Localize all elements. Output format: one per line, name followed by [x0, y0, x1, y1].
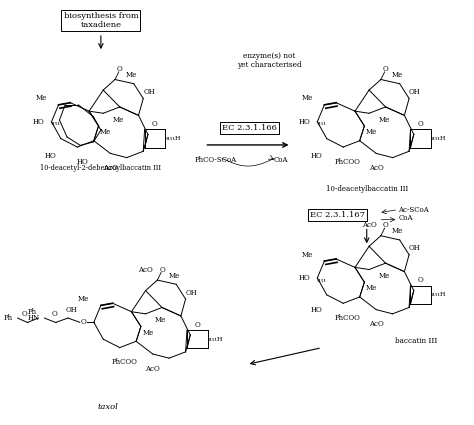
Text: Me: Me: [379, 116, 390, 124]
Text: Me: Me: [36, 94, 47, 102]
Text: Me: Me: [301, 251, 313, 259]
Text: biosynthesis from
taxadiene: biosynthesis from taxadiene: [64, 12, 138, 29]
Text: O: O: [159, 266, 165, 274]
Text: ιιιι: ιιιι: [51, 121, 61, 126]
Text: O: O: [21, 310, 27, 318]
Text: PhCOO: PhCOO: [335, 314, 361, 322]
Text: OH: OH: [409, 244, 421, 252]
Text: O: O: [52, 310, 58, 318]
Text: CoA: CoA: [273, 156, 288, 164]
Text: AcO: AcO: [138, 266, 153, 274]
Text: ιιιι: ιιιι: [316, 278, 327, 283]
Text: Ph: Ph: [27, 308, 36, 316]
Text: ιιιιH: ιιιιH: [431, 136, 447, 141]
Text: O: O: [418, 120, 424, 128]
Text: enzyme(s) not
yet characterised: enzyme(s) not yet characterised: [237, 52, 302, 69]
Text: EC 2.3.1.167: EC 2.3.1.167: [310, 211, 365, 218]
Text: Me: Me: [78, 295, 89, 303]
Text: EC 2.3.1.166: EC 2.3.1.166: [222, 124, 276, 132]
Text: OH: OH: [143, 88, 155, 96]
Text: Me: Me: [113, 116, 124, 124]
Text: AcO: AcO: [103, 164, 118, 172]
Text: 10-deacetylbaccatin III: 10-deacetylbaccatin III: [326, 185, 408, 193]
Text: HO: HO: [45, 151, 56, 159]
Text: Me: Me: [392, 71, 403, 79]
Text: CoA: CoA: [398, 214, 413, 222]
Text: AcO: AcO: [369, 164, 383, 172]
Text: O: O: [152, 120, 158, 128]
Text: Me: Me: [155, 316, 166, 324]
Text: AcO: AcO: [362, 221, 376, 229]
Text: OH: OH: [65, 306, 77, 314]
Text: AcO: AcO: [369, 320, 383, 329]
Text: Ph: Ph: [4, 314, 13, 322]
Text: Me: Me: [126, 71, 137, 79]
Text: HO: HO: [299, 274, 310, 282]
Text: baccatin III: baccatin III: [395, 337, 438, 345]
Text: HO: HO: [33, 118, 45, 126]
Text: O: O: [418, 277, 424, 284]
Text: HO: HO: [310, 306, 322, 314]
Text: taxol: taxol: [98, 403, 118, 411]
Text: 10-deacetyl-2-debenzoylbaccatin III: 10-deacetyl-2-debenzoylbaccatin III: [40, 164, 161, 172]
Text: PhCOO: PhCOO: [335, 158, 361, 166]
Text: O: O: [383, 221, 388, 229]
Text: ιιιιH: ιιιιH: [208, 337, 223, 342]
Text: O: O: [383, 65, 388, 73]
Text: PhCOO: PhCOO: [111, 358, 137, 366]
Text: Me: Me: [366, 284, 377, 292]
Text: OH: OH: [186, 289, 197, 297]
Text: AcO: AcO: [145, 365, 160, 373]
Text: HO: HO: [310, 151, 322, 159]
Text: Me: Me: [142, 329, 154, 337]
Text: HO: HO: [76, 158, 88, 166]
Text: O: O: [194, 321, 200, 329]
Text: ιιιι: ιιιι: [316, 121, 327, 126]
Text: PhCO-SCoA: PhCO-SCoA: [195, 156, 237, 164]
Text: Me: Me: [301, 94, 313, 102]
Text: O: O: [117, 65, 123, 73]
Text: Me: Me: [100, 128, 111, 136]
Text: Me: Me: [379, 272, 390, 280]
Text: ιιιιH: ιιιιH: [431, 292, 447, 298]
Text: HN: HN: [27, 314, 40, 322]
Text: Me: Me: [392, 227, 403, 235]
Text: Ac-SCoA: Ac-SCoA: [398, 206, 429, 213]
Text: ιιιιH: ιιιιH: [165, 136, 181, 141]
Text: O: O: [81, 318, 86, 326]
Text: OH: OH: [409, 88, 421, 96]
Text: HO: HO: [299, 118, 310, 126]
Text: Me: Me: [168, 272, 180, 280]
Text: Me: Me: [366, 128, 377, 136]
